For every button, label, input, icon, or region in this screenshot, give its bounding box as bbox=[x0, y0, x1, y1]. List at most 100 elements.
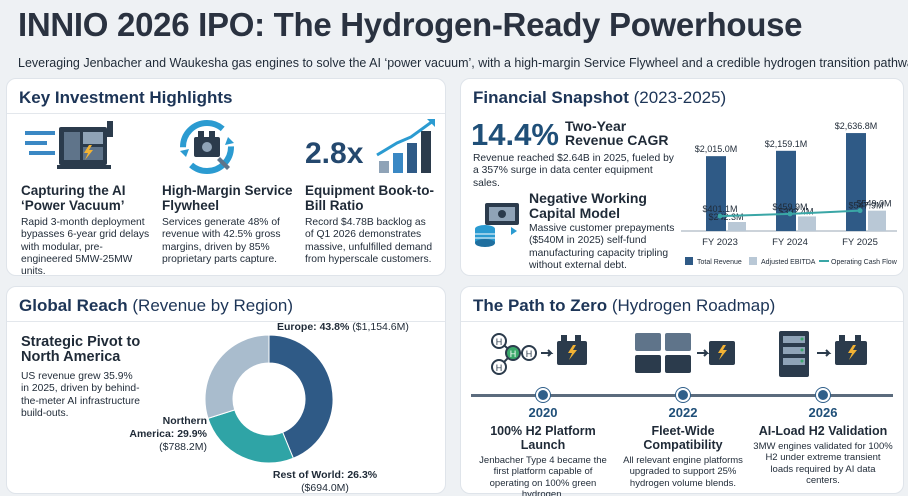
milestone-heading: AI-Load H2 Validation bbox=[758, 424, 888, 438]
page-title: INNIO 2026 IPO: The Hydrogen-Ready Power… bbox=[18, 6, 803, 43]
bar-adjusted-ebitda bbox=[798, 216, 816, 231]
label-europe: Europe: 43.8% ($1,154.6M) bbox=[277, 321, 409, 334]
panel-title-suffix: (2023-2025) bbox=[633, 88, 727, 107]
region-value: ($1,154.6M) bbox=[352, 321, 409, 333]
bar-adjusted-ebitda bbox=[728, 222, 746, 231]
panel-title: Financial Snapshot (2023-2025) bbox=[473, 88, 726, 108]
timeline-dot bbox=[816, 388, 830, 402]
bar-total-revenue bbox=[706, 156, 726, 231]
engine-cycle-icon bbox=[180, 120, 234, 174]
highlight-body: Record $4.78B backlog as of Q1 2026 demo… bbox=[305, 217, 433, 265]
data-label-ocf: $401.1M bbox=[702, 204, 737, 214]
tick-label: FY 2024 bbox=[772, 237, 808, 248]
highlight-body: Rapid 3-month deployment bypasses 6-year… bbox=[21, 217, 150, 278]
divider bbox=[461, 321, 903, 322]
data-label-revenue: $2,636.8M bbox=[835, 121, 878, 131]
panel-title-main: The Path to Zero bbox=[473, 296, 608, 315]
server-engine-icon bbox=[779, 331, 867, 377]
tick-label: FY 2025 bbox=[842, 237, 878, 248]
region-pct: Rest of World: 26.3% bbox=[272, 469, 378, 481]
milestone-2026: 2026 AI-Load H2 Validation 3MW engines v… bbox=[753, 405, 893, 487]
bar-total-revenue bbox=[776, 150, 796, 231]
nwc-heading: Negative Working Capital Model bbox=[529, 190, 647, 221]
panel-title-main: Financial Snapshot bbox=[473, 88, 629, 107]
divider bbox=[7, 113, 445, 114]
region-pct: Europe: 43.8% bbox=[277, 321, 350, 333]
milestone-body: Jenbacher Type 4 became the first platfo… bbox=[479, 455, 607, 496]
bar-adjusted-ebitda bbox=[868, 210, 886, 231]
growth-bars-icon bbox=[376, 119, 435, 173]
hydrogen-roadmap-panel: The Path to Zero (Hydrogen Roadmap) H H … bbox=[460, 286, 904, 496]
cagr-value: 14.4% bbox=[471, 117, 559, 152]
tick-label: FY 2023 bbox=[702, 237, 738, 248]
panel-title-main: Global Reach bbox=[19, 296, 128, 315]
region-donut-chart bbox=[204, 334, 334, 464]
label-northern-america: Northern America: 29.9% ($788.2M) bbox=[123, 415, 207, 454]
data-label-ocf: $549.0M bbox=[856, 199, 891, 209]
milestone-2020: 2020 100% H2 Platform Launch Jenbacher T… bbox=[473, 405, 613, 496]
highlight-heading: High-Margin Service Flywheel bbox=[162, 183, 293, 213]
donut-slice-europe bbox=[268, 334, 334, 459]
highlight-heading: Capturing the AI ‘Power Vacuum’ bbox=[21, 183, 126, 213]
h2-molecule-engine-icon: H H H H bbox=[491, 333, 587, 375]
milestone-year: 2026 bbox=[808, 405, 838, 420]
milestone-body: All relevant engine platforms upgraded t… bbox=[623, 455, 743, 489]
svg-text:H: H bbox=[496, 337, 503, 347]
milestone-2022: 2022 Fleet-Wide Compatibility All releva… bbox=[613, 405, 753, 489]
highlight-book-to-bill: 2.8x Equipment Book-to-Bill Ratio Record… bbox=[305, 117, 440, 273]
book-to-bill-value: 2.8x bbox=[305, 137, 364, 170]
timeline-dot bbox=[536, 388, 550, 402]
engine-fleet-icon bbox=[635, 333, 735, 373]
region-value: ($694.0M) bbox=[301, 482, 349, 494]
cagr-label: Two-Year Revenue CAGR bbox=[565, 118, 669, 148]
bar-total-revenue bbox=[846, 133, 866, 231]
highlight-service-flywheel: High-Margin Service Flywheel Services ge… bbox=[162, 117, 297, 273]
label-rest-of-world: Rest of World: 26.3% ($694.0M) bbox=[255, 469, 395, 495]
financial-snapshot-panel: Financial Snapshot (2023-2025) 14.4% Two… bbox=[460, 78, 904, 276]
point-operating-cash-flow bbox=[857, 208, 863, 214]
legend-label: Adjusted EBITDA bbox=[761, 259, 816, 266]
panel-title: The Path to Zero (Hydrogen Roadmap) bbox=[473, 296, 775, 316]
data-label-ebitda: $547.9M bbox=[848, 201, 883, 211]
region-value: ($788.2M) bbox=[159, 441, 207, 453]
donut-slice-rest-of-world bbox=[207, 409, 294, 464]
point-operating-cash-flow bbox=[717, 213, 723, 219]
panel-title-suffix: (Revenue by Region) bbox=[132, 296, 294, 315]
svg-text:H: H bbox=[510, 349, 517, 359]
milestone-body: 3MW engines validated for 100% H2 under … bbox=[753, 441, 893, 487]
highlight-body: Services generate 48% of revenue with 42… bbox=[162, 217, 281, 265]
cagr-description: Revenue reached $2.64B in 2025, fueled b… bbox=[473, 153, 674, 189]
panel-title: Global Reach (Revenue by Region) bbox=[19, 296, 293, 316]
nwc-body: Massive customer prepayments ($540M in 2… bbox=[529, 223, 675, 271]
region-pct: Northern America: 29.9% bbox=[129, 415, 207, 440]
data-label-revenue: $2,015.0M bbox=[695, 144, 738, 154]
key-investment-highlights-panel: Key Investment Highlights Capturing the … bbox=[6, 78, 446, 277]
global-reach-panel: Global Reach (Revenue by Region) Strateg… bbox=[6, 286, 446, 494]
data-label-ebitda: $242.3M bbox=[708, 212, 743, 222]
page-subtitle: Leveraging Jenbacher and Waukesha gas en… bbox=[18, 56, 908, 70]
legend-label: Total Revenue bbox=[697, 259, 742, 266]
point-operating-cash-flow bbox=[787, 211, 793, 217]
data-label-ebitda: $392.4M bbox=[778, 206, 813, 216]
generator-icon bbox=[25, 121, 113, 169]
timeline-dot bbox=[676, 388, 690, 402]
legend-label: Operating Cash Flow bbox=[831, 259, 898, 266]
highlight-heading: Equipment Book-to-Bill Ratio bbox=[305, 183, 434, 213]
pivot-body: US revenue grew 35.9% in 2025, driven by… bbox=[21, 371, 141, 419]
financial-chart: $2,015.0M $242.3M FY 2023 $2,159.1M $392.4M F… bbox=[681, 121, 898, 266]
donut-slice-northern-america bbox=[204, 334, 270, 420]
divider bbox=[7, 321, 445, 322]
legend-swatch bbox=[749, 257, 757, 265]
panel-title-suffix: (Hydrogen Roadmap) bbox=[611, 296, 776, 315]
cash-stack-icon bbox=[475, 203, 519, 247]
milestone-year: 2020 bbox=[528, 405, 558, 420]
svg-text:H: H bbox=[526, 349, 533, 359]
highlight-ai-power-vacuum: Capturing the AI ‘Power Vacuum’ Rapid 3-… bbox=[21, 117, 156, 277]
milestone-year: 2022 bbox=[668, 405, 698, 420]
milestone-heading: Fleet-Wide Compatibility bbox=[643, 424, 723, 452]
svg-text:H: H bbox=[496, 363, 503, 373]
pivot-heading: Strategic Pivot to North America bbox=[21, 334, 141, 365]
data-label-revenue: $2,159.1M bbox=[765, 139, 808, 149]
data-label-ocf: $459.9M bbox=[772, 202, 807, 212]
panel-title: Key Investment Highlights bbox=[19, 88, 233, 107]
